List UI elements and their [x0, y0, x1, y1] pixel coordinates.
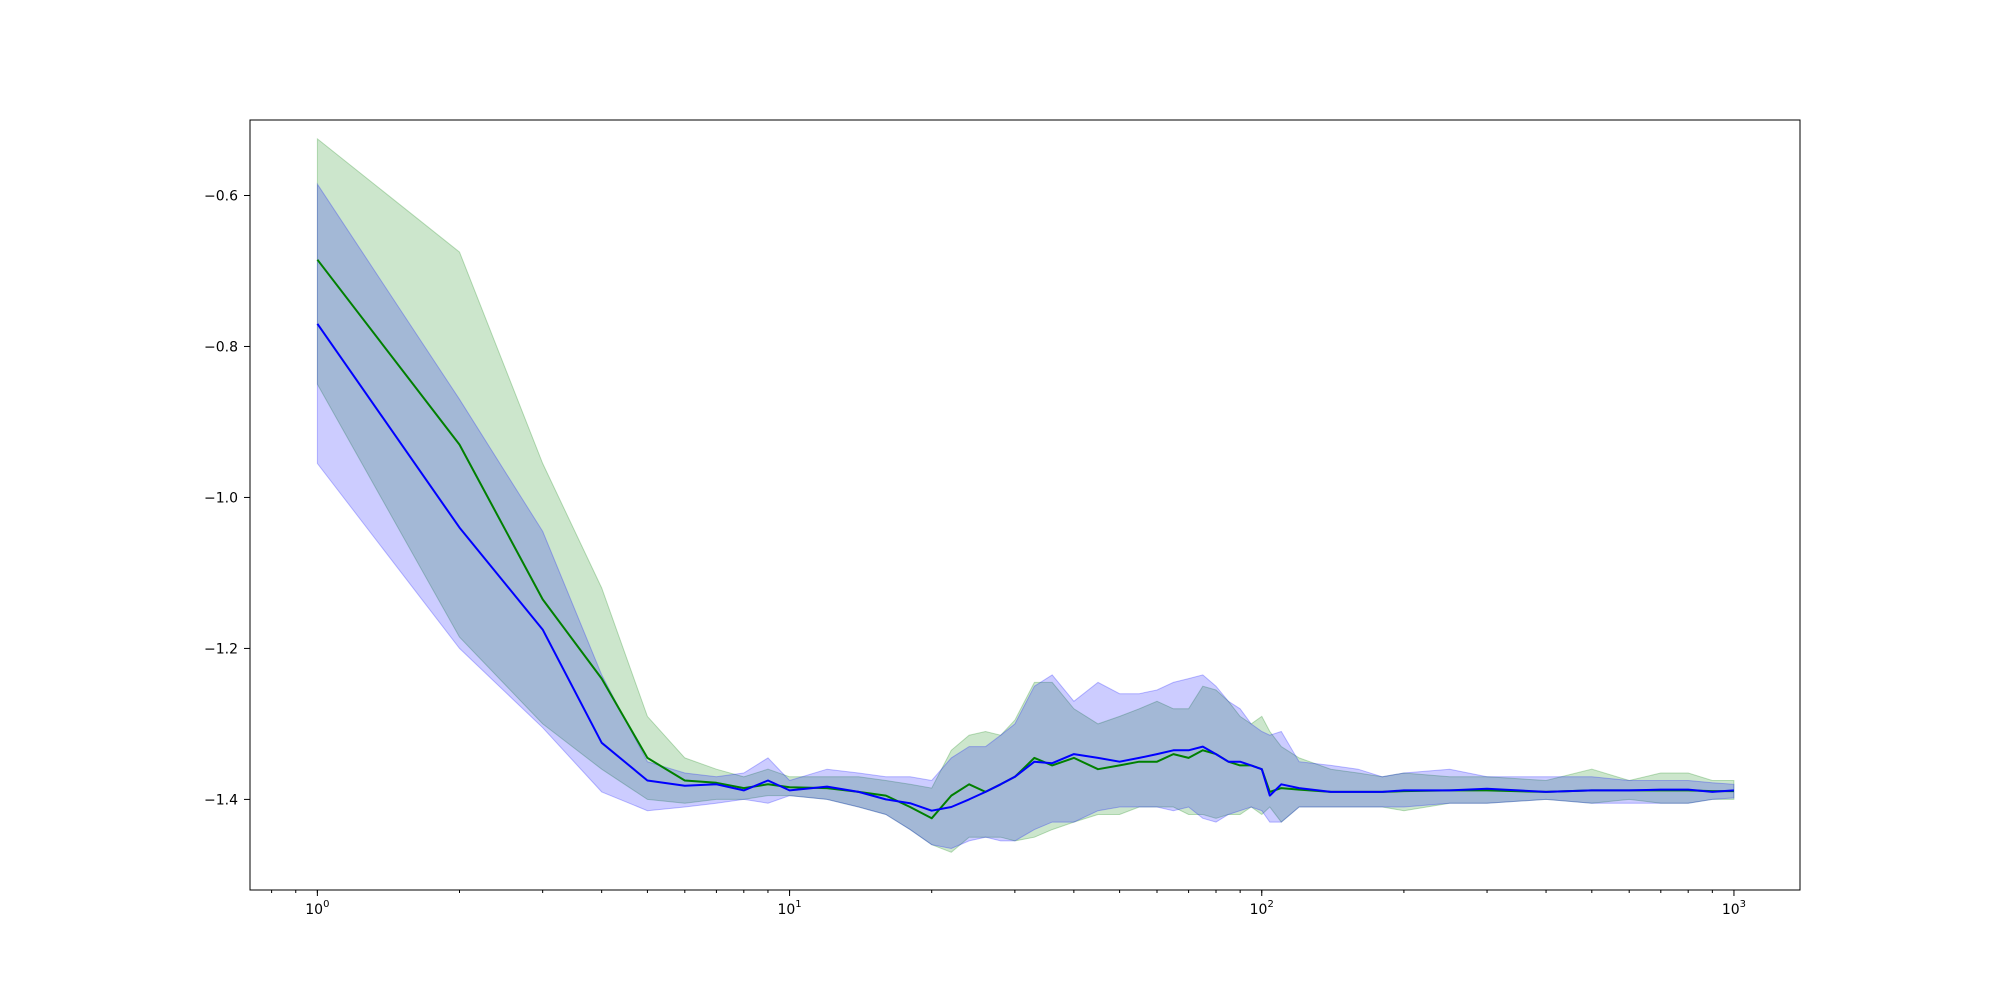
confidence-band-2 — [316, 182, 1735, 850]
series-lines — [316, 259, 1734, 820]
confidence-bands — [316, 137, 1735, 853]
y-tick-label: −0.6 — [204, 188, 238, 204]
x-axis: 100 101 102 103 — [271, 890, 1746, 918]
y-tick-label: −1.2 — [204, 641, 238, 657]
x-tick-label: 103 — [1722, 899, 1746, 918]
y-tick-label: −1.4 — [204, 792, 238, 808]
plot-area-frame — [249, 119, 1801, 891]
y-tick-label: −1.0 — [204, 490, 238, 506]
confidence-band-1 — [316, 137, 1735, 853]
x-tick-label: 100 — [305, 899, 329, 918]
y-axis: −0.6 −0.8 −1.0 −1.2 −1.4 — [204, 188, 250, 808]
x-tick-label: 101 — [777, 899, 801, 918]
series-line-2 — [316, 323, 1734, 812]
x-tick-label: 102 — [1250, 899, 1274, 918]
y-tick-label: −0.8 — [204, 339, 238, 355]
